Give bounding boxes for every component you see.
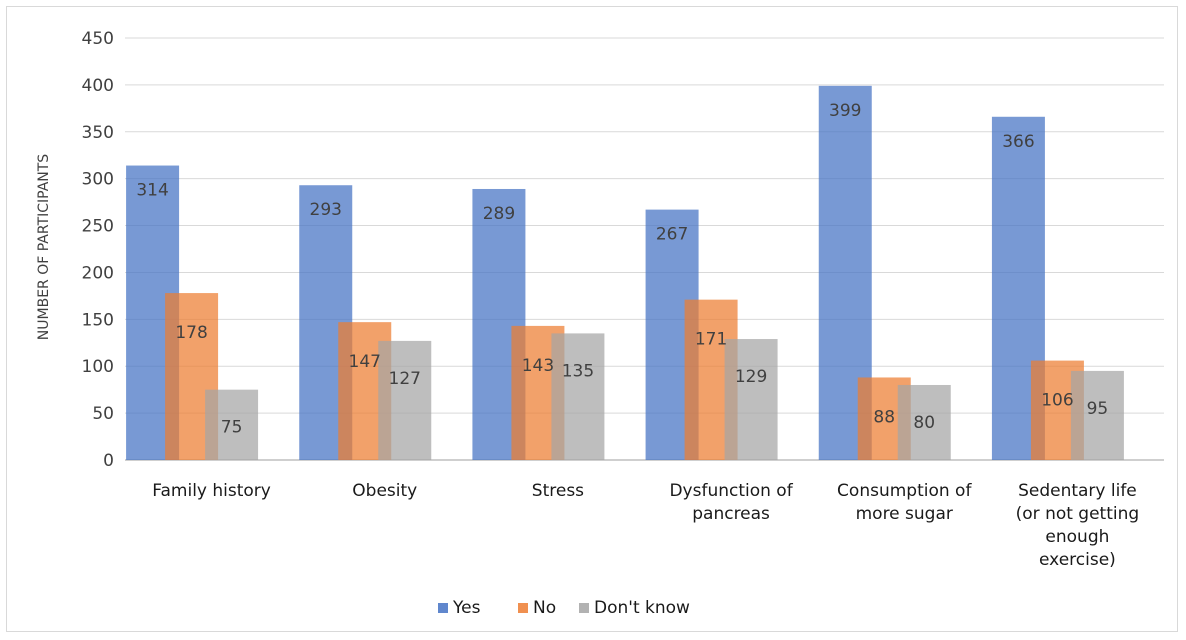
- data-label: 314: [136, 181, 168, 201]
- data-label: 143: [522, 356, 554, 376]
- x-category-label: Consumption of more sugar: [837, 481, 972, 524]
- data-label: 135: [562, 361, 594, 381]
- y-tick-label: 300: [82, 170, 114, 190]
- data-label: 366: [1002, 132, 1034, 152]
- bar-don-t-know: [551, 333, 605, 460]
- data-label: 75: [221, 418, 243, 438]
- y-tick-label: 100: [82, 357, 114, 377]
- x-category-label: Dysfunction of pancreas: [669, 481, 793, 524]
- data-label: 178: [175, 323, 207, 343]
- data-label: 293: [310, 200, 342, 220]
- legend-swatch: [579, 603, 589, 613]
- y-tick-label: 0: [103, 451, 114, 471]
- y-tick-label: 50: [92, 404, 114, 424]
- x-category-label: Family history: [152, 481, 271, 501]
- data-label: 267: [656, 225, 688, 245]
- legend-label: Don't know: [594, 598, 690, 618]
- legend-label: No: [533, 598, 556, 618]
- bars: [126, 85, 1124, 461]
- bar-don-t-know: [897, 384, 951, 460]
- legend-swatch: [518, 603, 528, 613]
- x-category-label: Obesity: [352, 481, 417, 501]
- y-tick-label: 450: [82, 29, 114, 49]
- data-label: 147: [349, 352, 381, 372]
- y-axis-label: NUMBER OF PARTICIPANTS: [36, 154, 52, 341]
- x-axis-categories: Family history Obesity Stress Dysfunction o…: [152, 481, 1139, 570]
- data-label: 127: [389, 369, 421, 389]
- legend-item: Yes: [438, 598, 481, 618]
- y-tick-label: 400: [82, 76, 114, 96]
- gridlines: [125, 37, 1164, 461]
- data-labels: 314 293 289 267 399 366 178 147 143 171 88 106 75 127…: [136, 101, 1108, 438]
- x-category-label: Sedentary life (or not getting enough exerc…: [1016, 481, 1140, 570]
- data-label: 106: [1041, 391, 1073, 411]
- legend-label: Yes: [452, 598, 481, 618]
- y-tick-label: 200: [82, 263, 114, 283]
- legend: Yes No Don't know: [438, 598, 690, 618]
- legend-item: Don't know: [579, 598, 690, 618]
- bar-don-t-know: [205, 389, 259, 460]
- data-label: 171: [695, 330, 727, 350]
- data-label: 95: [1087, 399, 1109, 419]
- x-category-label: Stress: [532, 481, 584, 501]
- data-label: 88: [873, 407, 895, 427]
- bar-don-t-know: [724, 339, 778, 460]
- legend-swatch: [438, 603, 448, 613]
- y-tick-label: 150: [82, 310, 114, 330]
- bar-don-t-know: [378, 340, 432, 460]
- y-tick-label: 250: [82, 217, 114, 237]
- data-label: 129: [735, 367, 767, 387]
- data-label: 80: [913, 413, 935, 433]
- y-tick-label: 350: [82, 123, 114, 143]
- y-axis-ticks: 0 50 100 150 200 250 300 350 400 450: [82, 29, 114, 471]
- legend-item: No: [518, 598, 556, 618]
- bar-don-t-know: [1070, 370, 1124, 460]
- data-label: 289: [483, 204, 515, 224]
- data-label: 399: [829, 101, 861, 121]
